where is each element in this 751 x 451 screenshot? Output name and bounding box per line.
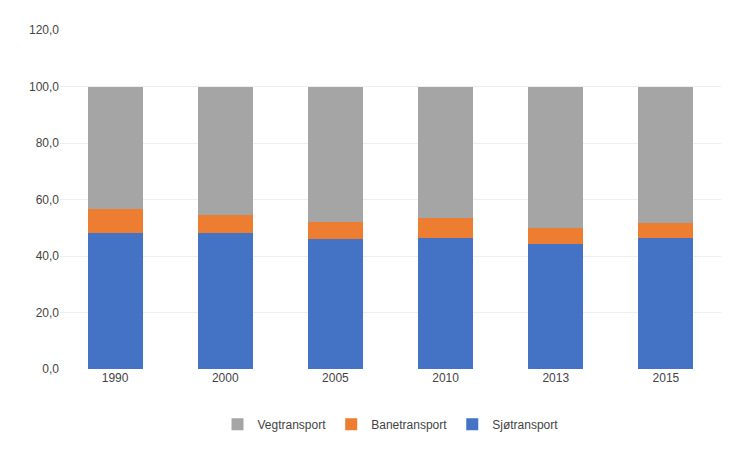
svg-text:2005: 2005: [322, 371, 349, 385]
svg-text:100,0: 100,0: [29, 80, 59, 94]
svg-text:Banetransport: Banetransport: [371, 418, 447, 432]
svg-text:0,0: 0,0: [42, 362, 59, 376]
svg-text:2000: 2000: [212, 371, 239, 385]
svg-text:1990: 1990: [102, 371, 129, 385]
svg-text:60,0: 60,0: [36, 193, 60, 207]
svg-text:2015: 2015: [653, 371, 680, 385]
svg-text:40,0: 40,0: [36, 249, 60, 263]
svg-text:2010: 2010: [432, 371, 459, 385]
svg-text:Sjøtransport: Sjøtransport: [492, 418, 558, 432]
svg-text:120,0: 120,0: [29, 23, 59, 37]
svg-text:80,0: 80,0: [36, 136, 60, 150]
svg-text:2013: 2013: [542, 371, 569, 385]
svg-text:20,0: 20,0: [36, 306, 60, 320]
svg-text:Vegtransport: Vegtransport: [258, 418, 327, 432]
